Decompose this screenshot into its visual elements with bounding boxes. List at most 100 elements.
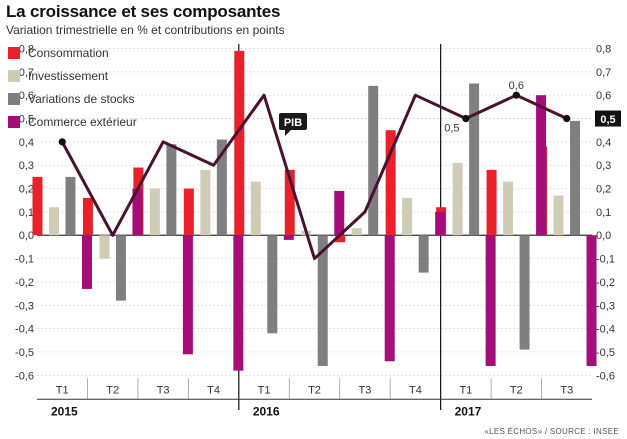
bar-commerce-ext-rieur — [435, 211, 446, 236]
pib-value-label: 0,5 — [444, 123, 459, 135]
bar-investissement — [452, 162, 463, 236]
y-tick-label-right: 0,7 — [596, 67, 611, 79]
legend-swatch-investissement — [8, 70, 20, 83]
y-tick-label-right: 0,1 — [596, 207, 611, 219]
y-tick-label-left: -0,5 — [15, 347, 34, 359]
x-tick-label: T3 — [560, 384, 573, 396]
bar-investissement — [99, 235, 110, 259]
bar-variations-de-stocks — [317, 235, 328, 366]
pib-marker — [462, 114, 470, 123]
pib-marker — [512, 91, 520, 99]
source-note: «LES ÉCHOS» / SOURCE : INSEE — [484, 427, 619, 436]
bar-consommation — [385, 130, 396, 236]
y-tick-label-right: -0,2 — [596, 277, 615, 289]
pib-marker — [58, 138, 66, 146]
y-tick-label-right: -0,1 — [596, 254, 615, 266]
y-tick-label-left: -0,3 — [15, 300, 34, 312]
bar-consommation — [183, 188, 194, 236]
year-label: 2015 — [51, 404, 78, 418]
x-tick-label: T4 — [409, 384, 422, 396]
y-tick-label-right: 0,0 — [596, 230, 611, 242]
bar-variations-de-stocks — [469, 83, 480, 236]
x-tick-label: T2 — [308, 384, 321, 396]
bar-consommation — [335, 235, 346, 243]
y-tick-label-right: -0,3 — [596, 300, 615, 312]
x-tick-label: T2 — [510, 384, 523, 396]
y-tick-label-right: 0,4 — [596, 137, 611, 149]
y-tick-label-left: -0,6 — [15, 370, 34, 382]
bar-commerce-ext-rieur — [586, 235, 597, 366]
y-tick-label-right: -0,4 — [596, 324, 615, 336]
y-tick-label-right: -0,5 — [596, 347, 615, 359]
y-tick-label-left: 0,1 — [19, 207, 34, 219]
bar-investissement — [149, 188, 160, 236]
bar-commerce-ext-rieur — [334, 190, 345, 236]
x-tick-label: T3 — [157, 384, 170, 396]
pib-tag-label: PIB — [284, 117, 302, 129]
legend-swatch-consommation — [8, 47, 20, 60]
x-tick-label: T1 — [459, 384, 472, 396]
y-tick-label-right: 0,8 — [596, 44, 611, 56]
legend-item-commerce: Commerce extérieur — [8, 110, 137, 133]
y-tick-label-left: 0,5 — [19, 114, 34, 126]
y-tick-label-left: 0,4 — [19, 137, 34, 149]
bar-variations-de-stocks — [570, 120, 581, 236]
bar-investissement — [48, 207, 59, 236]
legend-label-stocks: Variations de stocks — [28, 91, 135, 106]
y-tick-label-left: 0,0 — [19, 230, 34, 242]
bar-commerce-ext-rieur — [384, 235, 395, 362]
legend-item-investissement: Investissement — [8, 65, 137, 88]
chart-subtitle: Variation trimestrielle en % et contribu… — [6, 23, 285, 37]
bar-variations-de-stocks — [216, 139, 227, 236]
bar-variations-de-stocks — [418, 235, 429, 273]
bar-consommation — [32, 176, 43, 236]
legend-label-investissement: Investissement — [28, 69, 109, 84]
legend-label-commerce: Commerce extérieur — [28, 114, 137, 129]
y-tick-label-right: 0,3 — [596, 160, 611, 172]
bar-variations-de-stocks — [368, 85, 379, 236]
y-tick-label-left: -0,4 — [15, 324, 34, 336]
x-tick-label: T3 — [359, 384, 372, 396]
y-tick-label-left: 0,2 — [19, 184, 34, 196]
legend-swatch-commerce — [8, 115, 20, 128]
bar-consommation — [234, 50, 245, 236]
pib-highlight-label: 0,5 — [600, 114, 615, 126]
bar-variations-de-stocks — [519, 235, 530, 350]
bar-variations-de-stocks — [115, 235, 126, 301]
pib-line — [60, 93, 568, 261]
year-label: 2016 — [253, 404, 280, 418]
x-tick-label: T4 — [207, 384, 220, 396]
bar-commerce-ext-rieur — [485, 235, 496, 366]
y-tick-label-left: 0,6 — [19, 90, 34, 102]
legend-item-stocks: Variations de stocks — [8, 88, 137, 111]
bar-variations-de-stocks — [65, 176, 76, 236]
bar-investissement — [200, 169, 211, 236]
legend-item-consommation: Consommation — [8, 42, 137, 65]
bar-commerce-ext-rieur — [182, 235, 193, 355]
bar-commerce-ext-rieur — [132, 188, 143, 236]
legend-swatch-stocks — [8, 92, 20, 105]
bar-investissement — [250, 181, 261, 236]
pib-highlight-box — [595, 110, 621, 127]
bar-variations-de-stocks — [267, 235, 278, 334]
y-tick-label-left: -0,2 — [15, 277, 34, 289]
bar-consommation — [82, 197, 93, 236]
chart-title: La croissance et ses composantes — [6, 2, 281, 21]
y-tick-label-right: -0,6 — [596, 370, 615, 382]
pib-tag-box — [279, 113, 307, 130]
x-tick-label: T1 — [258, 384, 271, 396]
y-tick-label-right: 0,2 — [596, 184, 611, 196]
bar-investissement — [351, 228, 362, 236]
bar-investissement — [402, 197, 413, 236]
y-tick-label-left: 0,8 — [19, 44, 34, 56]
bar-variations-de-stocks — [166, 144, 177, 236]
bar-commerce-ext-rieur — [81, 235, 92, 289]
bar-consommation — [486, 169, 497, 236]
y-tick-label-left: -0,1 — [15, 254, 34, 266]
legend: Consommation Investissement Variations d… — [8, 42, 137, 133]
year-label: 2017 — [455, 404, 482, 418]
x-tick-label: T2 — [106, 384, 119, 396]
y-tick-label-left: 0,3 — [19, 160, 34, 172]
legend-label-consommation: Consommation — [28, 46, 109, 61]
